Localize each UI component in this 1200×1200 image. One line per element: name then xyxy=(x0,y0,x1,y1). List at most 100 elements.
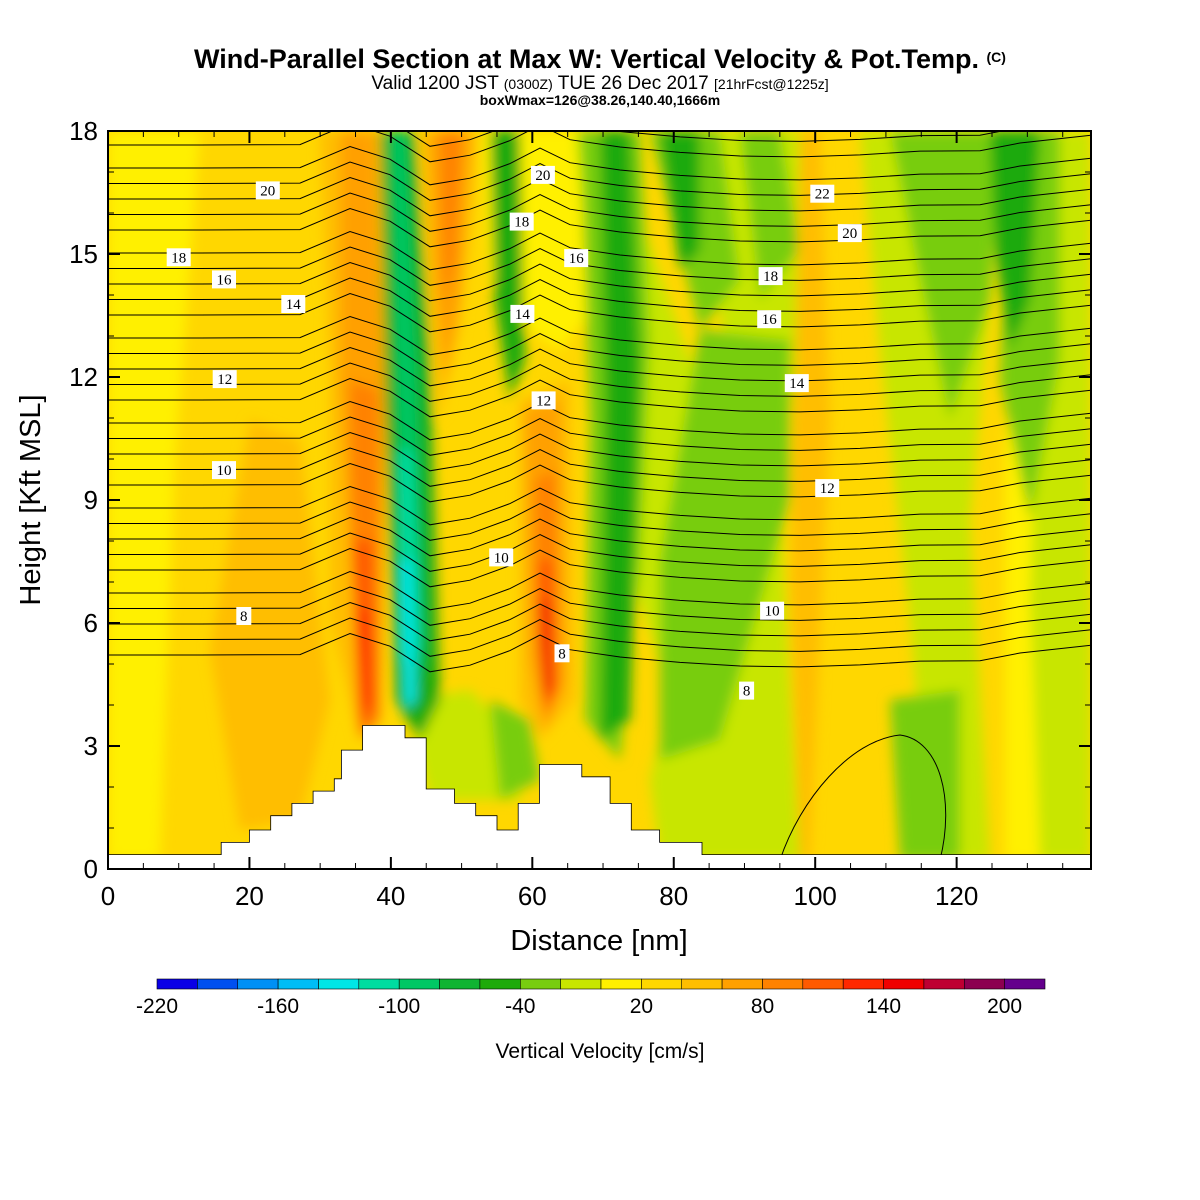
colorbar-swatch xyxy=(398,978,440,990)
contour-label-text: 16 xyxy=(569,251,585,267)
theta-contour-line xyxy=(108,400,1091,441)
theta-contour-line xyxy=(108,292,1091,333)
contour-label: 12 xyxy=(531,391,556,410)
contour-label-text: 20 xyxy=(260,183,275,199)
colorbar-swatch xyxy=(600,978,642,990)
colorbar-swatch xyxy=(237,978,279,990)
contour-label-text: 16 xyxy=(762,312,778,328)
theta-contour-line xyxy=(108,346,1091,387)
colorbar-swatch xyxy=(802,978,844,990)
y-tick-label: 15 xyxy=(69,239,98,269)
contour-label-text: 10 xyxy=(494,550,509,566)
contour-label-bg xyxy=(554,644,570,663)
theta-contour-line xyxy=(429,131,432,132)
colorbar-swatch xyxy=(641,978,683,990)
contour-label-text: 20 xyxy=(535,168,550,184)
contour-label-bg xyxy=(810,184,835,203)
contour-label: 22 xyxy=(810,184,835,203)
subtitle-forecast: [21hrFcst@1225z] xyxy=(714,76,829,92)
contour-label-bg xyxy=(815,479,840,498)
chart-subtitle-2: boxWmax=126@38.26,140.40,1666m xyxy=(479,92,721,108)
theta-contour-line xyxy=(108,277,1091,317)
y-tick-label: 0 xyxy=(84,854,98,884)
contour-label: 20 xyxy=(837,224,862,243)
y-tick-label: 3 xyxy=(84,731,98,761)
x-tick-label: 120 xyxy=(935,881,978,911)
theta-contour-line xyxy=(108,131,1091,163)
contour-label: 18 xyxy=(166,248,191,267)
theta-contour-line xyxy=(108,315,1091,356)
contour-label: 8 xyxy=(554,644,570,663)
theta-contour-line xyxy=(108,485,1091,526)
contour-label-text: 12 xyxy=(536,393,551,409)
theta-contour-line xyxy=(108,516,1091,557)
contour-label-bg xyxy=(760,601,785,620)
colorbar-swatch xyxy=(681,978,723,990)
contour-label-bg xyxy=(837,224,862,243)
theta-contour-line xyxy=(108,632,1091,673)
contour-label-text: 14 xyxy=(515,307,531,323)
colorbar-tick-label: 20 xyxy=(630,995,653,1018)
colorbar-swatch xyxy=(197,978,239,990)
colorbar-swatch xyxy=(762,978,804,990)
colorbar-title: Vertical Velocity [cm/s] xyxy=(496,1040,705,1063)
contour-label-bg xyxy=(166,248,191,267)
contour-label-text: 12 xyxy=(820,481,835,497)
contour-label-text: 14 xyxy=(789,376,805,392)
contour-label: 14 xyxy=(510,304,535,323)
theta-contour-line xyxy=(108,501,1091,541)
contour-label: 14 xyxy=(281,295,306,313)
theta-contour-line xyxy=(108,261,1091,302)
contour-label: 8 xyxy=(739,681,755,700)
y-tick-label: 9 xyxy=(84,485,98,515)
contour-label: 16 xyxy=(212,270,236,289)
x-tick-label: 20 xyxy=(235,881,264,911)
colorbar-swatch xyxy=(721,978,763,990)
contour-label-bg xyxy=(489,548,514,567)
theta-contour-line xyxy=(108,176,1091,217)
colorbar-swatch xyxy=(1004,978,1046,990)
contour-label: 12 xyxy=(815,479,840,498)
colorbar-swatch xyxy=(923,978,965,990)
theta-contour-line xyxy=(108,192,1091,232)
theta-contour-line xyxy=(405,131,1005,147)
theta-contour-line xyxy=(779,734,947,861)
theta-contour-line xyxy=(108,416,1091,456)
contour-label-bg xyxy=(739,681,755,700)
x-tick-label: 0 xyxy=(101,881,115,911)
theta-contour-line xyxy=(108,145,1091,186)
contour-label-bg xyxy=(236,607,252,625)
subtitle-utc: (0300Z) xyxy=(503,76,553,92)
contour-label-text: 8 xyxy=(240,609,248,625)
contour-label-text: 8 xyxy=(558,646,566,662)
contour-label: 16 xyxy=(757,310,782,329)
contour-label-text: 18 xyxy=(763,269,778,285)
chart-title-text: Wind-Parallel Section at Max W: Vertical… xyxy=(194,44,979,74)
theta-contour-line xyxy=(108,431,1091,472)
contour-label-text: 10 xyxy=(765,604,780,620)
colorbar: -220 -160 -100 -40 20 80 140 200 xyxy=(136,978,1046,1018)
contour-label-bg xyxy=(212,270,236,289)
contour-label: 10 xyxy=(489,548,514,567)
contour-label-bg xyxy=(758,267,783,286)
contour-label: 18 xyxy=(509,212,534,231)
theta-contour-line xyxy=(108,547,1091,588)
contour-label-text: 22 xyxy=(815,187,830,203)
theta-contour-line xyxy=(108,331,1091,371)
contour-label-text: 14 xyxy=(286,297,302,313)
contour-label-bg xyxy=(509,212,534,231)
colorbar-swatch xyxy=(479,978,521,990)
contour-label-text: 8 xyxy=(743,684,751,700)
theta-contour-line xyxy=(108,447,1091,487)
theta-contour-line xyxy=(108,161,1091,201)
x-axis-title: Distance [nm] xyxy=(510,925,687,957)
theta-contour-line xyxy=(108,586,1091,626)
contour-label: 16 xyxy=(564,249,589,268)
colorbar-swatch xyxy=(318,978,360,990)
chart-title: Wind-Parallel Section at Max W: Vertical… xyxy=(0,44,1200,75)
theta-contour-line xyxy=(108,617,1091,657)
theta-contour-line xyxy=(108,601,1091,642)
contour-label: 20 xyxy=(255,181,280,200)
colorbar-swatch xyxy=(560,978,602,990)
